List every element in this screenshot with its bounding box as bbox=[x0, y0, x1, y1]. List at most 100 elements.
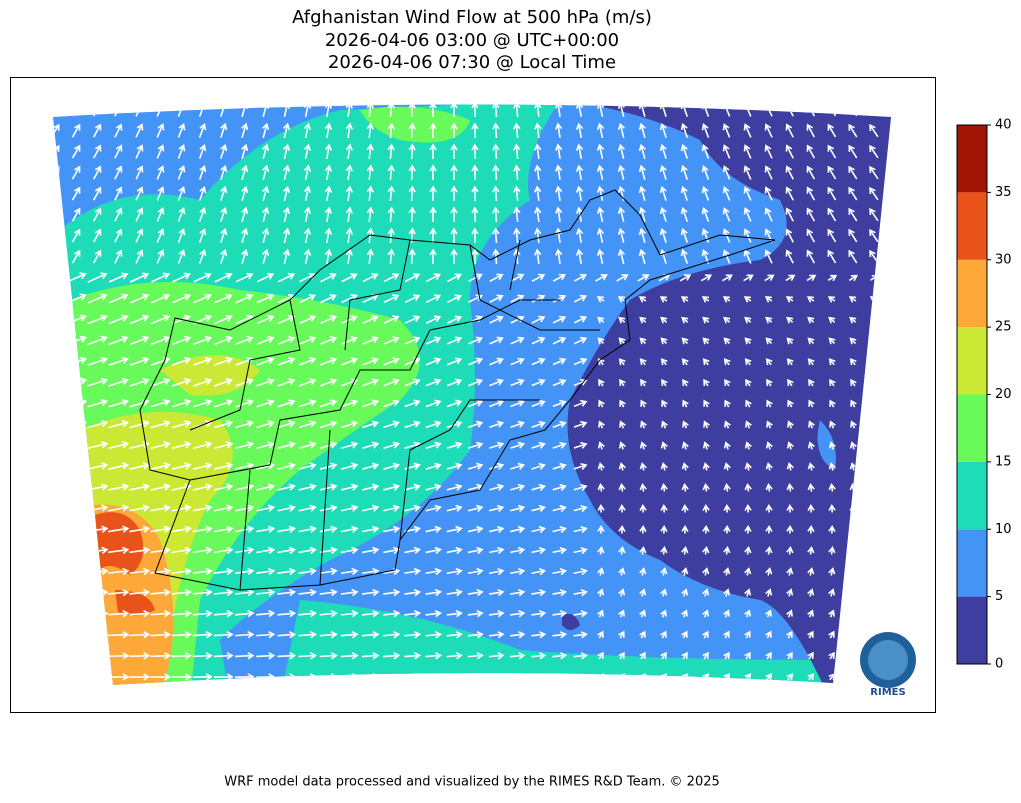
wind-arrow bbox=[724, 378, 731, 387]
wind-arrow bbox=[471, 122, 479, 139]
wind-arrow bbox=[638, 122, 646, 138]
wind-arrow bbox=[408, 206, 416, 223]
wind-arrow bbox=[849, 524, 857, 534]
wind-arrow bbox=[256, 504, 276, 512]
wind-arrow bbox=[220, 143, 228, 159]
wind-arrow bbox=[659, 206, 667, 222]
wind-arrow bbox=[71, 104, 81, 117]
wind-arrow bbox=[597, 567, 605, 576]
wind-arrow bbox=[114, 249, 123, 264]
wind-arrow bbox=[319, 652, 338, 660]
wind-arrow bbox=[256, 652, 276, 660]
wind-arrow bbox=[765, 673, 773, 681]
wind-arrow bbox=[241, 206, 249, 222]
wind-arrow bbox=[702, 503, 710, 513]
wind-arrow bbox=[722, 274, 733, 282]
wind-arrow bbox=[446, 483, 463, 491]
wind-arrow bbox=[513, 206, 521, 223]
wind-arrow bbox=[65, 525, 88, 533]
wind-arrow bbox=[319, 399, 338, 408]
wind-arrow bbox=[150, 673, 172, 681]
wind-arrow bbox=[807, 545, 815, 555]
wind-arrow bbox=[277, 357, 296, 366]
wind-arrow bbox=[488, 546, 505, 555]
wind-arrow bbox=[387, 206, 395, 223]
wind-arrow bbox=[387, 104, 395, 118]
wind-arrow bbox=[640, 420, 647, 429]
wind-arrow bbox=[618, 316, 626, 324]
wind-arrow bbox=[256, 609, 276, 618]
wind-arrow bbox=[573, 504, 588, 513]
wind-arrow bbox=[554, 104, 563, 118]
wind-arrow bbox=[871, 399, 878, 408]
wind-arrow bbox=[849, 545, 857, 555]
wind-arrow bbox=[743, 186, 752, 201]
wind-arrow bbox=[129, 567, 151, 576]
wind-arrow bbox=[573, 420, 588, 428]
wind-arrow bbox=[892, 569, 898, 576]
wind-arrow bbox=[510, 610, 526, 618]
wind-arrow bbox=[890, 296, 891, 303]
wind-arrow bbox=[681, 545, 689, 555]
wind-arrow bbox=[764, 296, 773, 303]
wind-arrow bbox=[65, 652, 88, 660]
wind-arrow bbox=[262, 143, 270, 159]
wind-arrow bbox=[489, 420, 505, 429]
wind-arrow bbox=[298, 378, 317, 387]
wind-arrow bbox=[829, 378, 836, 387]
wind-arrow bbox=[471, 227, 479, 244]
wind-arrow bbox=[573, 483, 588, 492]
wind-arrow bbox=[765, 358, 773, 366]
wind-arrow bbox=[220, 206, 228, 222]
wind-arrow bbox=[298, 546, 317, 554]
wind-arrow bbox=[595, 273, 608, 282]
wind-arrow bbox=[256, 378, 275, 387]
wind-arrow bbox=[639, 567, 647, 576]
wind-arrow bbox=[235, 378, 254, 387]
wind-arrow bbox=[639, 358, 647, 366]
wind-arrow bbox=[618, 673, 626, 681]
wind-arrow bbox=[489, 462, 505, 470]
wind-arrow bbox=[404, 609, 422, 618]
wind-arrow bbox=[298, 294, 317, 304]
wind-arrow bbox=[171, 420, 192, 429]
wind-arrow bbox=[848, 165, 858, 180]
wind-arrow bbox=[617, 296, 626, 303]
wind-arrow bbox=[383, 525, 401, 533]
wind-arrow bbox=[298, 315, 317, 325]
wind-arrow bbox=[660, 630, 667, 639]
wind-arrow bbox=[220, 122, 228, 138]
wind-arrow bbox=[446, 546, 463, 555]
wind-arrow bbox=[114, 228, 123, 243]
wind-arrow bbox=[340, 567, 359, 576]
wind-arrow bbox=[303, 143, 312, 160]
wind-arrow bbox=[554, 122, 563, 139]
wind-arrow bbox=[575, 164, 584, 181]
wind-arrow bbox=[531, 420, 546, 428]
wind-arrow bbox=[198, 248, 207, 264]
wind-arrow bbox=[53, 504, 67, 512]
wind-arrow bbox=[235, 441, 255, 450]
wind-arrow bbox=[869, 123, 879, 138]
wind-arrow bbox=[53, 419, 67, 429]
wind-area bbox=[817, 420, 836, 470]
wind-arrow bbox=[848, 123, 858, 138]
wind-arrow bbox=[446, 525, 463, 534]
wind-arrow bbox=[383, 357, 400, 366]
wind-arrow bbox=[893, 359, 898, 365]
wind-arrow bbox=[786, 503, 794, 513]
title-line: 2026-04-06 03:00 @ UTC+00:00 bbox=[325, 30, 619, 51]
wind-arrow bbox=[108, 631, 130, 639]
wind-arrow bbox=[510, 588, 526, 597]
wind-arrow bbox=[262, 248, 270, 264]
wind-arrow bbox=[298, 462, 317, 470]
wind-arrow bbox=[723, 651, 730, 660]
wind-arrow bbox=[808, 420, 815, 429]
wind-arrow bbox=[467, 525, 484, 534]
wind-arrow bbox=[785, 165, 794, 180]
wind-arrow bbox=[743, 144, 752, 159]
wind-arrow bbox=[806, 123, 816, 138]
wind-arrow bbox=[552, 336, 567, 345]
wind-arrow bbox=[467, 652, 484, 660]
wind-arrow bbox=[786, 358, 794, 366]
